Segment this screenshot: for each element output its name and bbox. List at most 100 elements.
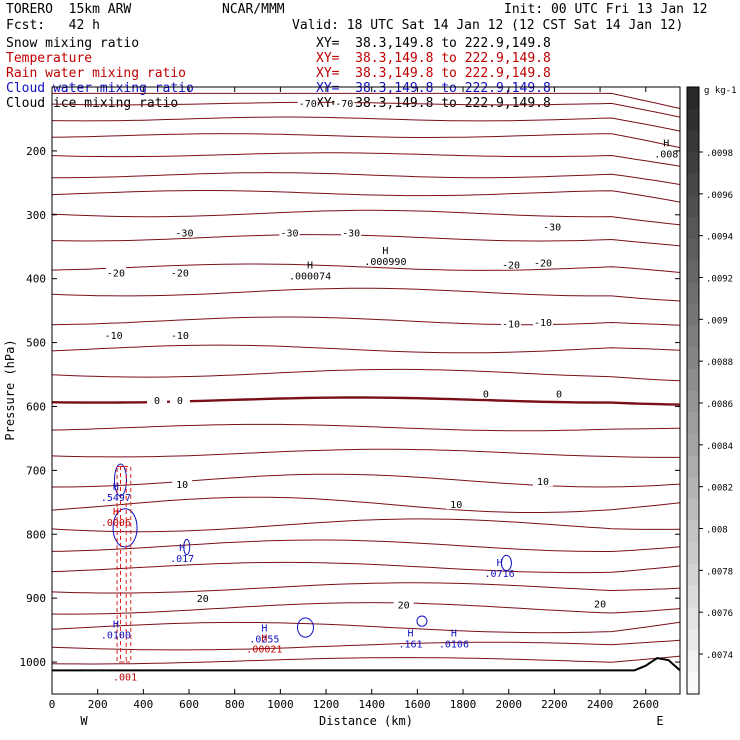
isotherm [51, 316, 681, 326]
extremum-symbol: H [179, 543, 185, 554]
temperature-contour-label: -20 [502, 261, 520, 272]
extremum-value: .161 [398, 639, 422, 650]
colorbar-tick-label: .009 [706, 316, 728, 326]
colorbar-tick-label: .0094 [706, 233, 733, 243]
legend-cloud-water: Cloud water mixing ratio [6, 81, 194, 96]
extremum-symbol: H [408, 628, 414, 639]
temperature-contour-label: -10 [105, 331, 123, 342]
extremum-value: .001 [113, 673, 137, 684]
contour-label-bg [147, 394, 168, 406]
extremum-symbol: H [451, 628, 457, 639]
extremum-symbol: H [382, 246, 388, 257]
isotherm [52, 92, 681, 109]
colorbar-tick-label: .0082 [706, 484, 733, 494]
plot-frame [51, 86, 681, 695]
extremum-value: .0255 [249, 634, 279, 645]
colorbar-swatch [687, 498, 699, 522]
isotherm [51, 655, 681, 665]
x-tick-label: 0 [49, 698, 56, 711]
temperature-contour-label: -70 [299, 99, 317, 110]
contour-label-bg [172, 477, 193, 489]
colorbar: .0098 .0096 .0094 .0092 .009 .0088 .0086 .0084.… [686, 86, 733, 695]
x-tick-label: 400 [133, 698, 153, 711]
isotherm [51, 116, 681, 132]
x-tick-label: 200 [88, 698, 108, 711]
contour-label-bg [393, 598, 414, 610]
extremum-value: .0716 [485, 569, 515, 580]
isotherm [51, 344, 681, 354]
isotherm [51, 396, 681, 406]
colorbar-tick-label: .0092 [706, 275, 733, 285]
contour-label-bg [169, 394, 190, 406]
contour-label-bg [279, 226, 300, 238]
contour-label-bg [169, 328, 190, 340]
legend-cloud-ice: Cloud ice mixing ratio [6, 96, 179, 111]
x-tick-label: 2200 [541, 698, 568, 711]
colorbar-swatch [687, 607, 699, 630]
colorbar-swatch [687, 130, 699, 153]
x-tick-label: 1000 [267, 698, 294, 711]
x-tick-label: 2400 [587, 698, 614, 711]
colorbar-swatch [687, 433, 699, 457]
y-tick-label: 300 [26, 209, 46, 222]
temperature-contour-label: -30 [280, 229, 298, 240]
cloud-water-contour [500, 554, 512, 572]
temperature-contour-label: -70 [335, 99, 353, 110]
colorbar-swatch [687, 260, 699, 283]
x-tick-label: 800 [225, 698, 245, 711]
legend-rain: Rain water mixing ratio [6, 66, 187, 81]
y-tick-label: 900 [26, 592, 46, 605]
contour-label-bg [501, 258, 522, 270]
contour-label-bg [169, 266, 190, 278]
contour-label-bg [590, 597, 611, 609]
contour-label-bg [532, 256, 553, 268]
xy-snow: XY= 38.3,149.8 to 222.9,149.8 [316, 36, 551, 51]
isotherm [51, 496, 681, 513]
y-tick-label: 400 [26, 273, 46, 286]
colorbar-swatch [687, 520, 699, 543]
y-tick-label: 700 [26, 464, 46, 477]
colorbar-swatch [687, 195, 699, 218]
isotherm [51, 209, 681, 226]
colorbar-tick-label: .0076 [706, 609, 733, 619]
colorbar-frame [686, 86, 700, 695]
colorbar-tick-label: .0074 [706, 651, 733, 661]
colorbar-swatch [687, 282, 699, 305]
colorbar-swatch [687, 585, 699, 608]
isotherm [51, 518, 681, 533]
colorbar-swatch [687, 390, 699, 413]
colorbar-swatch [687, 455, 699, 478]
extremum-value: .000074 [289, 271, 331, 282]
isotherm [51, 621, 681, 634]
y-tick-label: 800 [26, 528, 46, 541]
extremum-symbol: H [307, 260, 313, 271]
isotherm [51, 287, 681, 302]
x-tick-label: 1200 [313, 698, 340, 711]
colorbar-swatch [687, 87, 699, 110]
colorbar-tick-label: .0086 [706, 400, 733, 410]
temperature-contour-label: -20 [171, 268, 189, 279]
temperature-contour-label: -30 [342, 229, 360, 240]
y-tick-label: 200 [26, 145, 46, 158]
contour-label-bg [341, 226, 362, 238]
temperature-contour-label: -30 [175, 229, 193, 240]
colorbar-swatch [687, 152, 699, 175]
east-label: E [656, 714, 663, 728]
colorbar-swatch [687, 347, 699, 370]
colorbar-tick-label: .0078 [706, 567, 733, 577]
y-axis-label: Pressure (hPa) [3, 339, 17, 440]
extremum-symbol: H [261, 634, 267, 645]
rain-contour [120, 466, 127, 663]
isotherm [51, 368, 681, 382]
temperature-contour-label: -20 [107, 268, 125, 279]
contour-label-bg [174, 226, 195, 238]
colorbar-swatch [687, 108, 699, 131]
isotherm [51, 539, 681, 552]
contour-label-bg [446, 498, 467, 510]
extremum-value: .008 [654, 149, 678, 160]
cloud-water-contours [112, 463, 512, 638]
colorbar-tick-label: .0096 [706, 191, 733, 201]
temperature-contour-label: 0 [177, 396, 183, 407]
extremum-value: .000990 [364, 257, 406, 268]
isotherm [52, 473, 681, 488]
